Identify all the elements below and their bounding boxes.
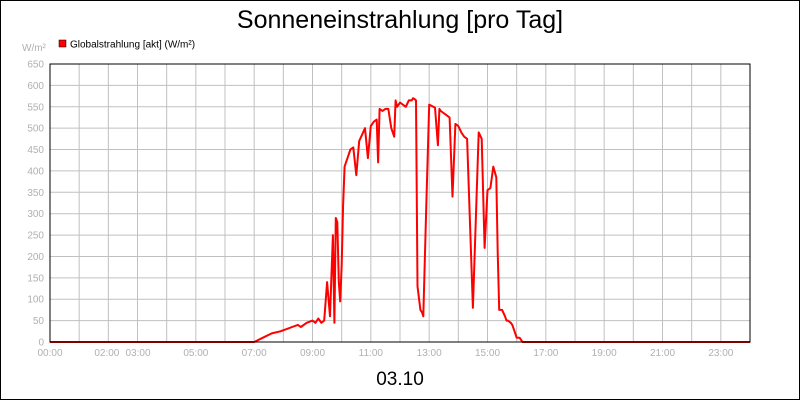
x-tick-label: 00:00 [37,348,62,359]
y-tick-label: 300 [27,209,44,220]
x-tick-label: 11:00 [359,348,384,359]
y-axis-ticks: 0 50 100 150 200 250 300 350 400 450 500 550 600 650 [27,60,44,349]
x-tick-label: 03:00 [126,348,151,359]
y-tick-label: 150 [27,273,44,284]
x-tick-label: 23:00 [708,348,733,359]
legend-label: Globalstrahlung [akt] (W/m²) [70,40,195,51]
x-tick-label: 19:00 [592,348,617,359]
plot-border [49,63,751,343]
x-tick-label: 17:00 [533,348,558,359]
y-tick-label: 650 [27,60,44,71]
y-tick-label: 250 [27,231,44,242]
x-axis-date-label: 03.10 [376,369,424,390]
y-axis-unit-label: W/m² [22,43,47,54]
y-tick-label: 100 [27,295,44,306]
x-tick-label: 05:00 [183,348,208,359]
series-line-globalstrahlung [50,97,750,343]
x-tick-label: 09:00 [300,348,325,359]
x-tick-label: 15:00 [475,348,500,359]
y-tick-label: 350 [27,188,44,199]
x-tick-label: 21:00 [650,348,675,359]
x-tick-label: 07:00 [242,348,267,359]
y-tick-label: 500 [27,124,44,135]
y-tick-label: 50 [33,316,45,327]
y-tick-label: 550 [27,102,44,113]
y-tick-label: 400 [27,166,44,177]
y-tick-label: 600 [27,81,44,92]
x-tick-label: 13:00 [417,348,442,359]
y-tick-label: 0 [38,338,44,349]
x-axis-ticks: 00:00 02:00 03:00 05:00 07:00 09:00 11:00 13:00… [37,348,733,359]
gridlines [49,63,751,343]
y-tick-label: 200 [27,252,44,263]
chart-title: Sonneneinstrahlung [pro Tag] [237,6,563,34]
legend-swatch [58,39,67,48]
y-tick-label: 450 [27,145,44,156]
x-tick-label: 02:00 [94,348,119,359]
